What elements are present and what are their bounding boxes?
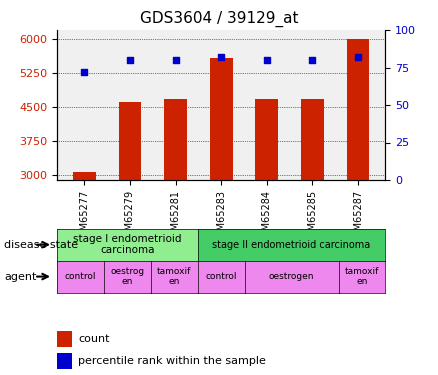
Point <box>127 57 134 63</box>
Text: control: control <box>65 272 96 281</box>
Text: stage I endometrioid
carcinoma: stage I endometrioid carcinoma <box>73 234 182 255</box>
Bar <box>164 99 187 180</box>
Bar <box>210 58 233 180</box>
Point <box>309 57 316 63</box>
Bar <box>57 353 72 369</box>
Text: agent: agent <box>4 272 37 282</box>
Bar <box>255 99 278 180</box>
Point <box>172 57 179 63</box>
Text: stage II endometrioid carcinoma: stage II endometrioid carcinoma <box>212 240 371 250</box>
Bar <box>346 39 370 180</box>
Text: oestrog
en: oestrog en <box>110 267 145 286</box>
Text: tamoxif
en: tamoxif en <box>345 267 379 286</box>
Text: tamoxif
en: tamoxif en <box>157 267 191 286</box>
Text: control: control <box>205 272 237 281</box>
Point <box>81 69 88 75</box>
Bar <box>301 99 324 180</box>
Point <box>355 54 362 60</box>
Bar <box>57 331 72 346</box>
Text: count: count <box>78 334 110 344</box>
Text: disease state: disease state <box>4 240 78 250</box>
Point <box>218 54 225 60</box>
Text: percentile rank within the sample: percentile rank within the sample <box>78 356 266 366</box>
Text: oestrogen: oestrogen <box>269 272 314 281</box>
Point <box>263 57 270 63</box>
Text: GDS3604 / 39129_at: GDS3604 / 39129_at <box>140 11 298 27</box>
Bar <box>119 102 141 180</box>
Bar <box>73 172 96 180</box>
